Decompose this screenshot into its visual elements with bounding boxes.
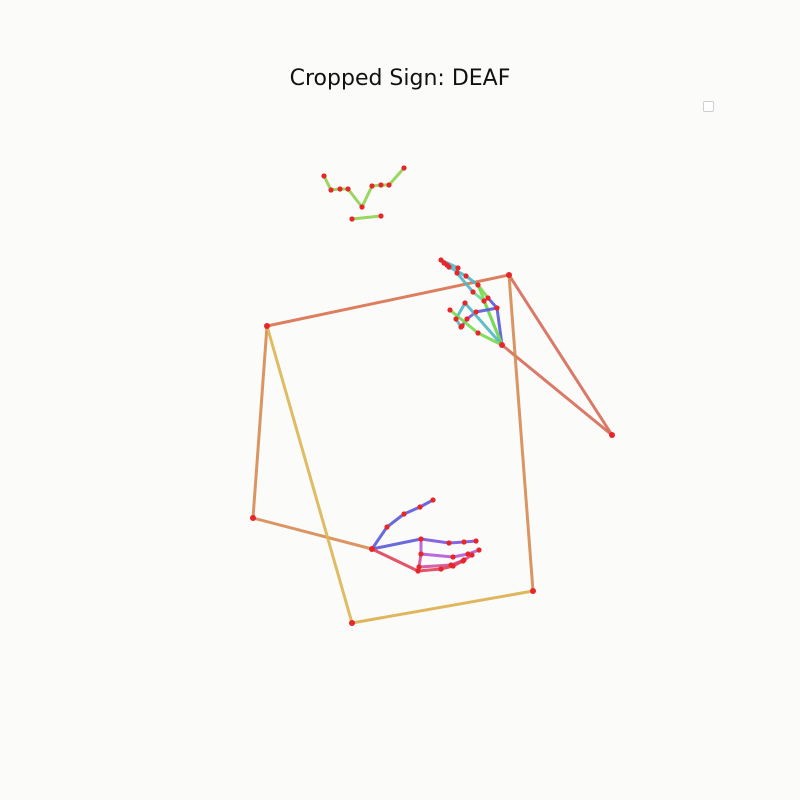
right-hand-edge (455, 271, 475, 294)
chart-title: Cropped Sign: DEAF (289, 66, 511, 91)
left-hand-edge (417, 563, 453, 569)
left-hand-joint (461, 539, 467, 545)
left-hand-joint (450, 554, 456, 560)
pose-joint (609, 432, 615, 438)
face-joint (359, 204, 365, 210)
right-hand-joint (494, 305, 500, 311)
right-hand-joint (447, 307, 453, 313)
left-hand-joint (369, 546, 375, 552)
left-hand-joint (469, 552, 475, 558)
left-hand-joint (418, 536, 424, 542)
face-edge (322, 174, 333, 192)
right-hand-joint (441, 260, 447, 266)
face-joint (378, 213, 384, 219)
left-hand-joint (401, 511, 407, 517)
face-edge (350, 214, 383, 221)
pose-edge (251, 516, 374, 551)
left-hand-joint (416, 564, 422, 570)
pose-edge (265, 324, 354, 625)
left-hand-joint (473, 538, 479, 544)
left-hand-edge (370, 525, 389, 551)
right-hand-joint (462, 300, 468, 306)
right-hand-joint (458, 324, 464, 330)
pose-edge (251, 324, 269, 520)
face-joint (386, 182, 392, 188)
right-hand-joint (499, 342, 505, 348)
face-joint (378, 182, 384, 188)
face-joint (345, 186, 351, 192)
left-hand-edge (370, 547, 420, 573)
pose-joint (264, 323, 270, 329)
left-hand-joint (446, 540, 452, 546)
face-joint (349, 216, 355, 222)
face-edge (360, 184, 374, 209)
right-hand-edge (476, 331, 504, 347)
face-edge (346, 187, 364, 209)
left-hand-joint (430, 497, 436, 503)
right-hand-edge (476, 283, 504, 347)
left-hand-edge (385, 512, 406, 529)
left-hand-edge (402, 505, 422, 516)
right-hand-joint (464, 316, 470, 322)
face-joint (328, 187, 334, 193)
left-hand-joint (465, 551, 471, 557)
left-hand-edge (416, 567, 443, 573)
right-hand-joint (455, 265, 461, 271)
right-hand-joint (446, 264, 452, 270)
face-joint (401, 165, 407, 171)
left-hand-joint (476, 547, 482, 553)
pose-edge (265, 273, 511, 328)
left-hand-joint (384, 524, 390, 530)
right-hand-joint (463, 273, 469, 279)
pose-joint (530, 588, 536, 594)
face-edge (387, 166, 406, 187)
right-hand-edge (495, 306, 504, 347)
face-joint (369, 183, 375, 189)
left-hand-joint (418, 551, 424, 557)
pose-joint (349, 620, 355, 626)
left-hand-joint (417, 504, 423, 510)
left-hand-joint (460, 558, 466, 564)
left-hand-joint (438, 566, 444, 572)
pose-joint (250, 515, 256, 521)
left-hand-edge (419, 537, 451, 545)
pose-joint (506, 272, 512, 278)
right-hand-edge (474, 306, 499, 314)
right-hand-joint (475, 330, 481, 336)
right-hand-joint (473, 309, 479, 315)
left-hand-edge (419, 552, 455, 559)
left-hand-joint (450, 563, 456, 569)
pose-edge (507, 273, 614, 437)
right-hand-joint (470, 289, 476, 295)
right-hand-joint (454, 270, 460, 276)
right-hand-edge (463, 301, 504, 347)
legend-box (703, 101, 714, 112)
pose-edge (350, 589, 535, 625)
right-hand-joint (485, 295, 491, 301)
pose-edge (500, 343, 614, 437)
right-hand-joint (475, 282, 481, 288)
face-joint (337, 186, 343, 192)
left-hand-joint (415, 568, 421, 574)
right-hand-edge (448, 308, 480, 335)
face-joint (321, 173, 327, 179)
right-hand-joint (453, 316, 459, 322)
left-hand-edge (370, 537, 423, 551)
pose-edge (507, 273, 535, 593)
right-hand-joint (481, 298, 487, 304)
